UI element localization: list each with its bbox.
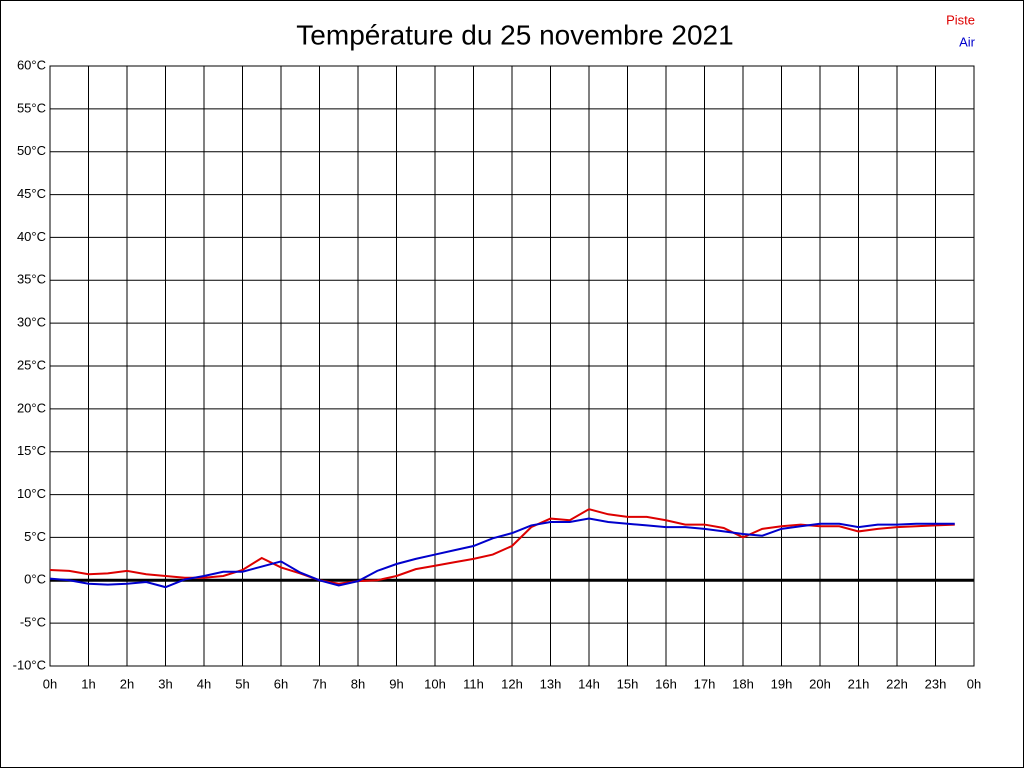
x-tick-label: 4h <box>197 676 211 691</box>
x-tick-label: 7h <box>312 676 326 691</box>
y-tick-label: 50°C <box>17 143 46 158</box>
x-tick-label: 21h <box>848 676 870 691</box>
y-tick-label: 35°C <box>17 272 46 287</box>
x-tick-label: 17h <box>694 676 716 691</box>
x-tick-label: 5h <box>235 676 249 691</box>
chart-title: Température du 25 novembre 2021 <box>296 19 733 50</box>
y-tick-label: -5°C <box>20 615 46 630</box>
x-tick-label: 0h <box>967 676 981 691</box>
x-tick-label: 6h <box>274 676 288 691</box>
series-line <box>49 517 955 589</box>
x-tick-label: 23h <box>925 676 947 691</box>
y-tick-label: 10°C <box>17 486 46 501</box>
x-tick-label: 9h <box>389 676 403 691</box>
y-tick-label: 20°C <box>17 400 46 415</box>
legend-label: Piste <box>946 12 975 27</box>
x-tick-label: 10h <box>424 676 446 691</box>
x-tick-label: 12h <box>501 676 523 691</box>
x-tick-label: 13h <box>540 676 562 691</box>
y-tick-label: 0°C <box>24 572 46 587</box>
y-tick-label: 45°C <box>17 186 46 201</box>
y-tick-label: 15°C <box>17 443 46 458</box>
legend-label: Air <box>959 34 976 49</box>
x-tick-label: 20h <box>809 676 831 691</box>
x-tick-label: 19h <box>771 676 793 691</box>
x-tick-label: 1h <box>81 676 95 691</box>
x-tick-label: 11h <box>463 676 484 691</box>
x-tick-label: 14h <box>578 676 600 691</box>
y-tick-label: 5°C <box>24 529 46 544</box>
x-tick-label: 3h <box>158 676 172 691</box>
y-tick-label: 40°C <box>17 229 46 244</box>
y-tick-label: 30°C <box>17 315 46 330</box>
x-tick-label: 16h <box>655 676 677 691</box>
x-tick-label: 18h <box>732 676 754 691</box>
y-tick-label: 60°C <box>17 57 46 72</box>
x-tick-label: 2h <box>120 676 134 691</box>
x-tick-label: 22h <box>886 676 908 691</box>
x-tick-label: 0h <box>43 676 57 691</box>
x-tick-label: 15h <box>617 676 639 691</box>
y-tick-label: 25°C <box>17 357 46 372</box>
x-tick-label: 8h <box>351 676 365 691</box>
y-tick-label: 55°C <box>17 100 46 115</box>
y-tick-label: -10°C <box>13 657 46 672</box>
